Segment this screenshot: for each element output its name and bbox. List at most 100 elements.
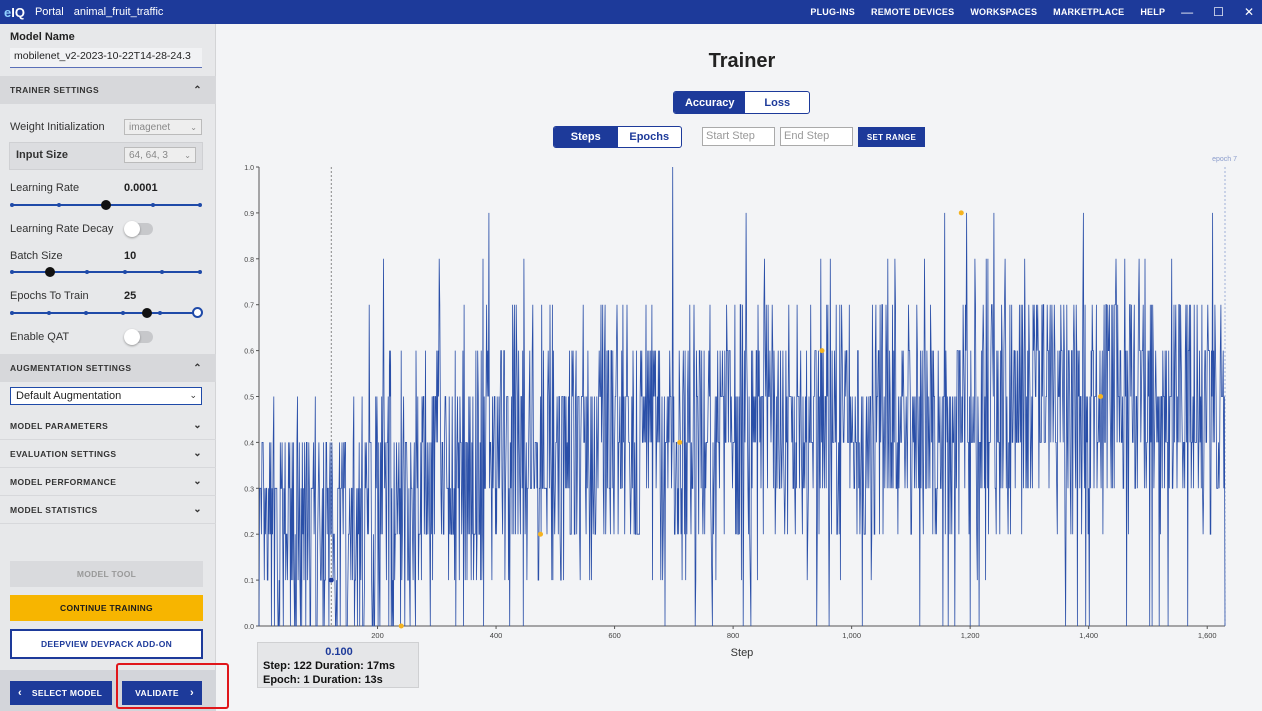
x-tick-label: 1,000 [842, 631, 861, 640]
tooltip-value: 0.100 [325, 646, 353, 658]
y-tick-label: 1.0 [244, 165, 254, 172]
weight-init-select[interactable]: imagenet ⌄ [124, 119, 202, 135]
augmentation-settings-header[interactable]: AUGMENTATION SETTINGS ⌃ [0, 354, 216, 382]
page-title: Trainer [708, 50, 776, 72]
slider-tick [10, 203, 14, 207]
slider-thumb[interactable] [142, 308, 153, 318]
deepview-devpack-button[interactable]: DEEPVIEW DEVPACK ADD-ON [10, 629, 203, 659]
augmentation-select[interactable]: Default Augmentation ⌄ [10, 387, 202, 405]
chevron-down-icon: ⌄ [193, 476, 202, 487]
epochs-to-train-label: Epochs To Train [10, 290, 89, 302]
start-step-input[interactable]: Start Step [702, 127, 775, 146]
learning-rate-decay-toggle[interactable] [124, 221, 153, 237]
minimize-icon[interactable]: — [1181, 5, 1194, 19]
end-step-input[interactable]: End Step [780, 127, 853, 146]
chevron-left-icon: ‹ [18, 687, 22, 699]
model-parameters-header[interactable]: MODEL PARAMETERS ⌄ [0, 412, 216, 440]
slider-tick [151, 203, 155, 207]
model-statistics-header[interactable]: MODEL STATISTICS ⌄ [0, 496, 216, 524]
model-statistics-label: MODEL STATISTICS [10, 504, 98, 515]
chevron-up-icon: ⌃ [193, 84, 202, 96]
chevron-down-icon: ⌄ [184, 150, 191, 160]
x-tick-label: 1,600 [1198, 631, 1217, 640]
cursor-point [328, 577, 334, 583]
y-tick-label: 0.6 [244, 349, 254, 356]
x-tick-label: 400 [490, 631, 503, 640]
slider-tick [158, 311, 162, 315]
input-size-label: Input Size [16, 149, 68, 161]
epoch-accuracy-point [958, 210, 964, 216]
batch-size-value: 10 [124, 250, 137, 262]
validate-button[interactable]: VALIDATE › [122, 681, 202, 705]
chevron-up-icon: ⌃ [193, 362, 202, 374]
input-size-value: 64, 64, 3 [129, 149, 168, 161]
y-tick-label: 0.4 [244, 440, 254, 447]
menu-marketplace[interactable]: MARKETPLACE [1053, 7, 1125, 17]
x-axis-label: Step [731, 647, 754, 659]
slider-track [12, 271, 200, 273]
learning-rate-decay-label: Learning Rate Decay [10, 223, 114, 235]
slider-tick [10, 270, 14, 274]
x-tick-label: 1,200 [961, 631, 980, 640]
model-performance-header[interactable]: MODEL PERFORMANCE ⌄ [0, 468, 216, 496]
epochs-to-train-slider[interactable] [10, 307, 203, 318]
chevron-down-icon: ⌄ [193, 504, 202, 515]
epoch-accuracy-point [677, 439, 683, 445]
continue-training-button[interactable]: CONTINUE TRAINING [10, 595, 203, 621]
trainer-settings-header[interactable]: TRAINER SETTINGS ⌃ [0, 76, 216, 104]
y-tick-label: 0.3 [244, 486, 254, 493]
enable-qat-label: Enable QAT [10, 331, 70, 343]
tab-accuracy[interactable]: Accuracy [674, 92, 746, 113]
top-menu: PLUG-INS REMOTE DEVICES WORKSPACES MARKE… [810, 7, 1165, 17]
evaluation-settings-header[interactable]: EVALUATION SETTINGS ⌄ [0, 440, 216, 468]
learning-rate-slider[interactable] [10, 200, 202, 210]
chevron-right-icon: › [190, 687, 194, 699]
slider-tick [121, 311, 125, 315]
epoch-accuracy-point [398, 623, 404, 629]
slider-thumb[interactable] [101, 200, 111, 210]
learning-rate-value: 0.0001 [124, 182, 158, 194]
tooltip-step-row: Step: 122 Duration: 17ms [263, 660, 396, 672]
chevron-down-icon: ⌄ [190, 122, 197, 132]
set-range-button[interactable]: SET RANGE [858, 127, 925, 147]
slider-tick [47, 311, 51, 315]
weight-init-label: Weight Initialization [10, 121, 105, 133]
trainer-settings-label: TRAINER SETTINGS [10, 85, 100, 95]
slider-end-marker [192, 307, 203, 318]
slider-tick [198, 270, 202, 274]
menu-plug-ins[interactable]: PLUG-INS [810, 7, 855, 17]
batch-size-slider[interactable] [10, 267, 202, 277]
accuracy-chart[interactable]: 0.0 0.1 0.2 0.3 0.4 0.5 0.6 0.7 0.8 0.9 1.0 200 400 6… [222, 150, 1252, 665]
portal-label[interactable]: Portal [34, 6, 64, 18]
menu-help[interactable]: HELP [1140, 7, 1166, 17]
accuracy-series-line [258, 166, 1226, 627]
sidebar: Model Name mobilenet_v2-2023-10-22T14-28… [0, 24, 216, 711]
model-name-input[interactable]: mobilenet_v2-2023-10-22T14-28-24.3 [10, 48, 202, 68]
y-tick-label: 0.1 [244, 578, 254, 585]
menu-remote-devices[interactable]: REMOTE DEVICES [871, 7, 955, 17]
learning-rate-label: Learning Rate [10, 182, 80, 194]
augmentation-settings-label: AUGMENTATION SETTINGS [10, 363, 132, 373]
slider-track [12, 312, 197, 314]
slider-tick [160, 270, 165, 274]
select-model-button[interactable]: ‹ SELECT MODEL [10, 681, 112, 705]
tab-steps[interactable]: Steps [554, 127, 618, 147]
enable-qat-toggle[interactable] [124, 329, 153, 345]
tab-epochs[interactable]: Epochs [629, 131, 670, 143]
tab-loss[interactable]: Loss [764, 96, 791, 109]
slider-tick [84, 311, 88, 315]
model-parameters-label: MODEL PARAMETERS [10, 420, 109, 431]
slider-thumb[interactable] [44, 267, 55, 277]
maximize-icon[interactable]: ☐ [1213, 5, 1224, 19]
menu-workspaces[interactable]: WORKSPACES [970, 7, 1038, 17]
slider-tick [10, 311, 14, 315]
epoch-accuracy-point [819, 348, 825, 354]
model-performance-label: MODEL PERFORMANCE [10, 476, 117, 487]
input-size-select[interactable]: 64, 64, 3 ⌄ [124, 147, 196, 163]
batch-size-label: Batch Size [10, 250, 63, 262]
model-name-label: Model Name [10, 31, 75, 43]
chevron-down-icon: ⌄ [189, 390, 197, 400]
model-tool-button[interactable]: MODEL TOOL [10, 561, 203, 587]
close-icon[interactable]: ✕ [1243, 5, 1254, 19]
window-controls: — ☐ ✕ [1181, 5, 1254, 19]
